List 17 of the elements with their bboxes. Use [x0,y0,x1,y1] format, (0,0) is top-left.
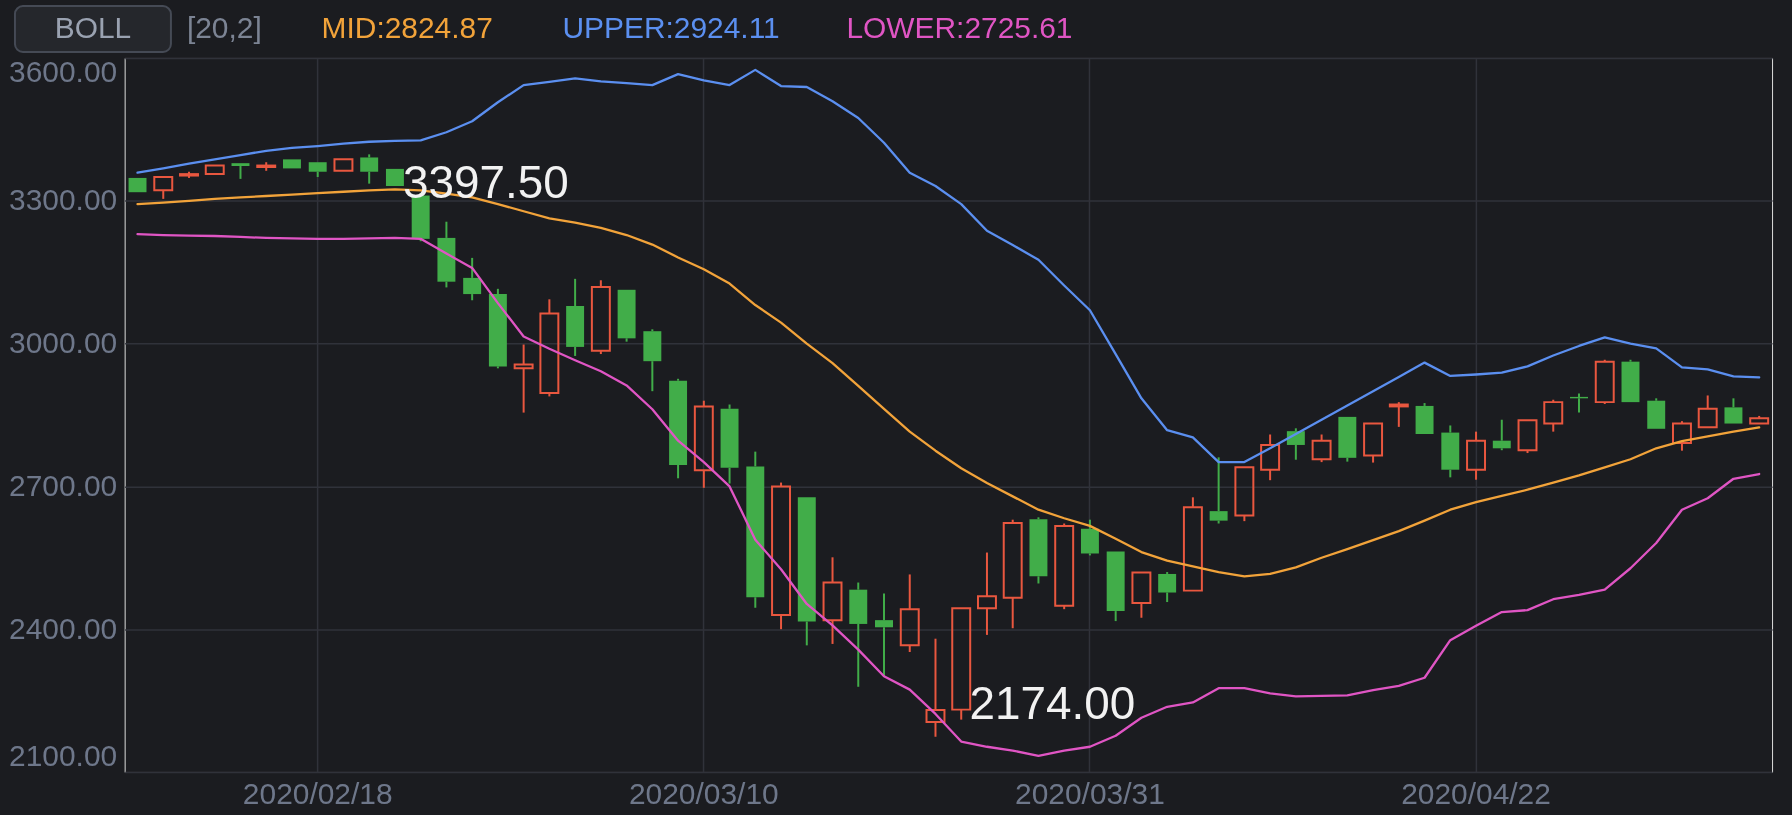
x-tick-label: 2020/02/18 [242,777,393,811]
chart-title: BOLL [54,11,132,45]
y-tick-label: 2100.00 [9,739,118,773]
y-tick-label: 2700.00 [9,468,118,502]
x-tick-label: 2020/04/22 [1401,777,1551,811]
chart-subtitle: [20,2] [186,11,262,45]
y-tick-label: 3600.00 [9,55,118,89]
y-tick-label: 3300.00 [9,183,118,217]
x-tick-label: 2020/03/10 [628,777,779,811]
annotation: 2174.00 [969,676,1136,729]
y-tick-label: 2400.00 [9,611,118,645]
annotation: 3397.50 [403,156,569,209]
text: LOWER:2725.61 [846,11,1073,45]
text: MID:2824.87 [321,11,493,45]
series-label: UPPER:2924.11 [562,11,780,45]
y-tick-label: 3000.00 [9,326,118,360]
x-tick-label: 2020/03/31 [1015,777,1165,811]
